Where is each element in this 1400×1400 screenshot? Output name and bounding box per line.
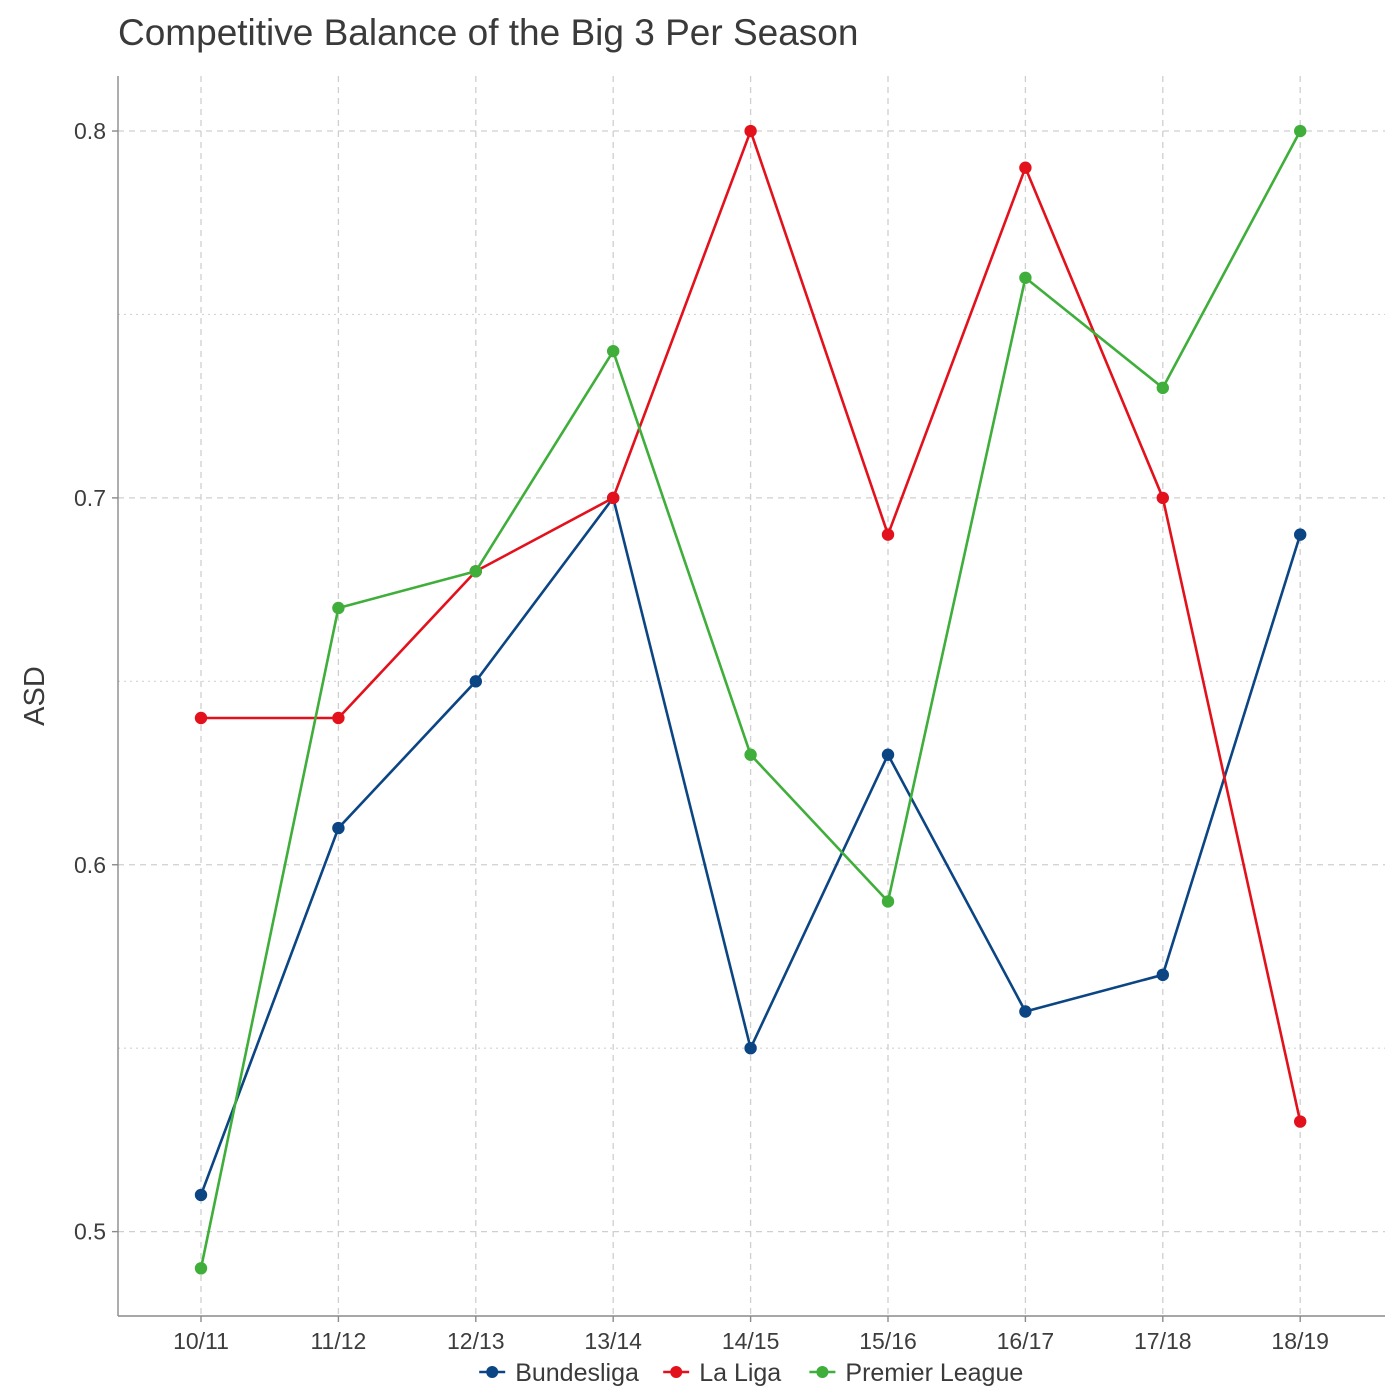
legend-label-la-liga: La Liga <box>699 1359 781 1387</box>
legend-key-point-premier-league <box>816 1366 829 1378</box>
data-point-la-liga <box>332 711 345 725</box>
y-axis-title: ASD <box>19 666 51 726</box>
data-point-premier-league <box>332 601 345 615</box>
y-tick-label: 0.8 <box>74 118 106 144</box>
y-tick-label: 0.7 <box>74 485 106 511</box>
data-point-premier-league <box>1156 381 1170 395</box>
legend-label-premier-league: Premier League <box>845 1359 1023 1387</box>
data-point-la-liga <box>744 124 757 138</box>
x-tick-label: 15/16 <box>859 1328 917 1354</box>
x-tick-label: 18/19 <box>1271 1328 1329 1354</box>
data-point-la-liga <box>1294 1115 1307 1128</box>
data-point-la-liga <box>1156 491 1170 505</box>
y-tick-label: 0.5 <box>74 1219 106 1245</box>
legend-label-bundesliga: Bundesliga <box>515 1359 639 1387</box>
x-tick-label: 16/17 <box>997 1328 1055 1354</box>
series-premier-league <box>194 124 1307 1275</box>
data-point-la-liga <box>881 528 895 541</box>
legend: Bundesliga La Liga Premier League <box>479 1359 1023 1387</box>
data-point-bundesliga <box>1294 528 1307 541</box>
data-point-bundesliga <box>881 748 895 761</box>
y-tick-label: 0.6 <box>74 852 106 878</box>
data-point-premier-league <box>469 565 482 578</box>
data-point-premier-league <box>1294 124 1307 138</box>
chart-title: Competitive Balance of the Big 3 Per Sea… <box>118 12 859 53</box>
x-tick-label: 13/14 <box>584 1328 642 1354</box>
x-tick-label: 17/18 <box>1134 1328 1192 1354</box>
data-point-premier-league <box>1019 271 1032 284</box>
x-tick-label: 11/12 <box>310 1328 366 1354</box>
data-point-bundesliga <box>332 821 345 835</box>
legend-key-point-bundesliga <box>486 1366 499 1378</box>
data-point-la-liga <box>194 711 208 725</box>
data-point-bundesliga <box>194 1188 208 1202</box>
legend-key-point-la-liga <box>670 1366 683 1378</box>
x-tick-label: 10/11 <box>173 1328 229 1354</box>
data-point-premier-league <box>194 1262 208 1275</box>
data-point-premier-league <box>744 748 757 761</box>
data-point-bundesliga <box>1156 968 1170 982</box>
x-tick-label: 14/15 <box>722 1328 780 1354</box>
x-tick-label: 12/13 <box>447 1328 505 1354</box>
data-point-premier-league <box>607 344 620 358</box>
data-point-bundesliga <box>744 1041 757 1055</box>
data-point-bundesliga <box>1019 1005 1032 1018</box>
data-point-bundesliga <box>469 675 482 688</box>
data-point-la-liga <box>1019 161 1032 174</box>
data-point-premier-league <box>881 895 895 908</box>
data-point-la-liga <box>607 491 620 505</box>
